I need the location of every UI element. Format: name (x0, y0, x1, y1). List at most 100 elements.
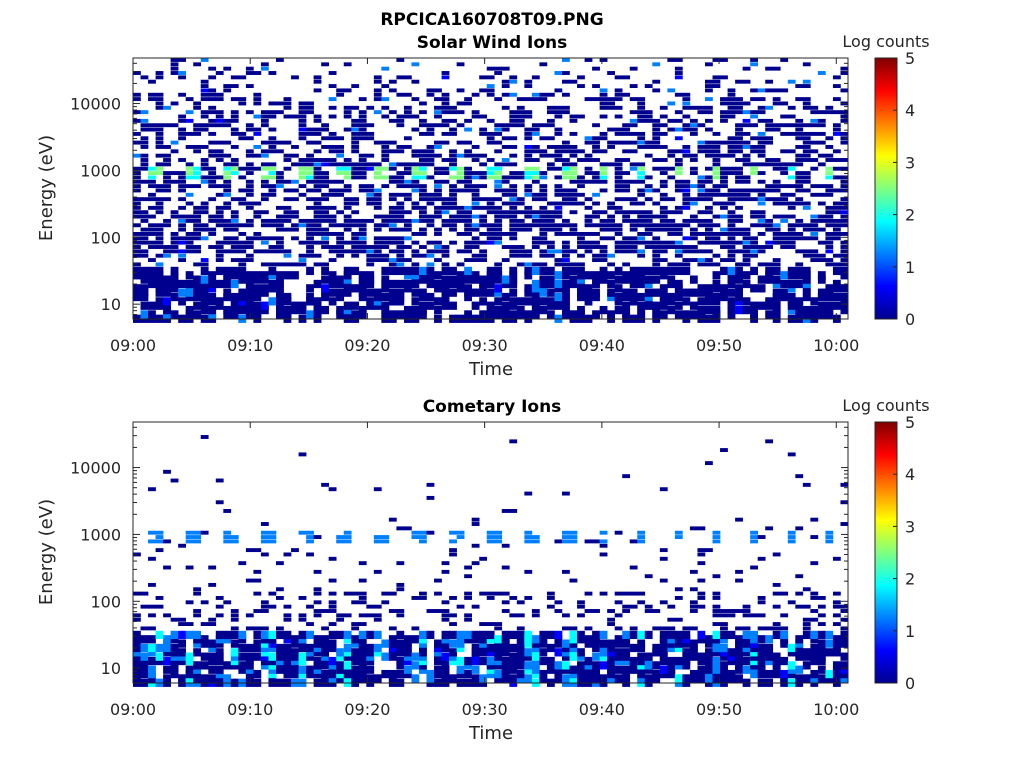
heatmap-cell (832, 279, 841, 289)
heatmap-cell (381, 275, 390, 284)
heatmap-cell (170, 123, 179, 128)
heatmap-cell (817, 140, 826, 145)
heatmap-cell (283, 652, 292, 661)
heatmap-cell (479, 639, 488, 648)
heatmap-cell (178, 179, 186, 184)
heatmap-cell (486, 232, 495, 236)
heatmap-cell (720, 110, 728, 115)
heatmap-cell (554, 271, 563, 280)
heatmap-cell (140, 292, 149, 302)
heatmap-cell (434, 214, 442, 219)
heatmap-cell (689, 569, 698, 574)
heatmap-cell (674, 288, 683, 297)
heatmap-cell (486, 223, 495, 228)
heatmap-cell (441, 262, 450, 267)
heatmap-cell (765, 197, 774, 202)
heatmap-cell (419, 232, 427, 236)
heatmap-cell (321, 184, 329, 189)
heatmap-cell (562, 279, 570, 289)
heatmap-cell (524, 284, 533, 293)
heatmap-cell (795, 604, 804, 609)
heatmap-cell (260, 275, 269, 284)
heatmap-cell (215, 648, 224, 657)
heatmap-cell (697, 140, 706, 145)
heatmap-cell (795, 305, 804, 315)
heatmap-cell (306, 205, 314, 210)
heatmap-cell (306, 110, 314, 115)
heatmap-cell (584, 609, 593, 613)
heatmap-cell (554, 153, 563, 158)
heatmap-cell (817, 648, 826, 657)
heatmap-cell (419, 227, 427, 232)
heatmap-cell (276, 249, 284, 254)
heatmap-cell (411, 626, 420, 631)
heatmap-cell (336, 149, 345, 154)
heatmap-cell (629, 66, 638, 71)
heatmap-cell (358, 630, 367, 640)
heatmap-cell (712, 305, 721, 315)
heatmap-cell (840, 71, 849, 75)
heatmap-cell (802, 205, 811, 210)
heatmap-cell (780, 245, 789, 249)
heatmap-cell (456, 530, 465, 535)
heatmap-cell (268, 114, 277, 119)
heatmap-cell (193, 539, 202, 544)
heatmap-cell (434, 639, 442, 648)
heatmap-cell (509, 79, 518, 84)
heatmap-cell (607, 214, 615, 219)
heatmap-cell (471, 288, 480, 297)
heatmap-cell (170, 643, 179, 653)
heatmap-cell (464, 288, 472, 297)
heatmap-cell (464, 596, 472, 600)
heatmap-cell (148, 604, 156, 609)
heatmap-cell (238, 652, 247, 661)
heatmap-cell (313, 262, 322, 267)
heatmap-cell (441, 652, 450, 661)
heatmap-cell (328, 591, 337, 596)
heatmap-cell (486, 118, 495, 123)
heatmap-cell (735, 131, 743, 136)
colorbar-label-cometary: Log counts (842, 396, 929, 415)
heatmap-cell (599, 648, 608, 657)
heatmap-cell (659, 652, 668, 661)
heatmap-cell (644, 604, 653, 609)
heatmap-cell (577, 201, 585, 206)
heatmap-cell (306, 245, 314, 249)
heatmap-cell (795, 635, 804, 644)
heatmap-cell (682, 262, 691, 267)
heatmap-cell (419, 149, 427, 154)
heatmap-cell (471, 240, 480, 245)
heatmap-cell (140, 236, 149, 241)
heatmap-cell (343, 305, 352, 315)
heatmap-cell (592, 635, 600, 644)
heatmap-cell (245, 201, 254, 206)
heatmap-cell (411, 305, 420, 315)
heatmap-cell (170, 171, 179, 176)
heatmap-cell (253, 210, 262, 215)
heatmap-cell (735, 639, 743, 648)
heatmap-cell (599, 539, 608, 544)
heatmap-cell (479, 249, 488, 254)
heatmap-cell (411, 530, 420, 535)
heatmap-cell (599, 674, 608, 683)
heatmap-cell (592, 171, 600, 176)
heatmap-cell (419, 192, 427, 197)
heatmap-cell (313, 214, 322, 219)
heatmap-cell (449, 166, 457, 171)
heatmap-cell (140, 118, 149, 123)
heatmap-cell (336, 145, 345, 149)
heatmap-cell (840, 305, 849, 315)
heatmap-cell (637, 591, 646, 596)
heatmap-cell (358, 136, 367, 141)
heatmap-cell (614, 600, 623, 605)
heatmap-cell (622, 665, 631, 674)
heatmap-cell (434, 245, 442, 249)
heatmap-cell (787, 214, 796, 219)
heatmap-cell (471, 110, 480, 115)
heatmap-cell (200, 530, 209, 535)
heatmap-cell (629, 149, 638, 154)
heatmap-cell (735, 656, 743, 666)
heatmap-cell (667, 630, 676, 640)
heatmap-cell (705, 292, 713, 302)
heatmap-cell (313, 223, 322, 228)
